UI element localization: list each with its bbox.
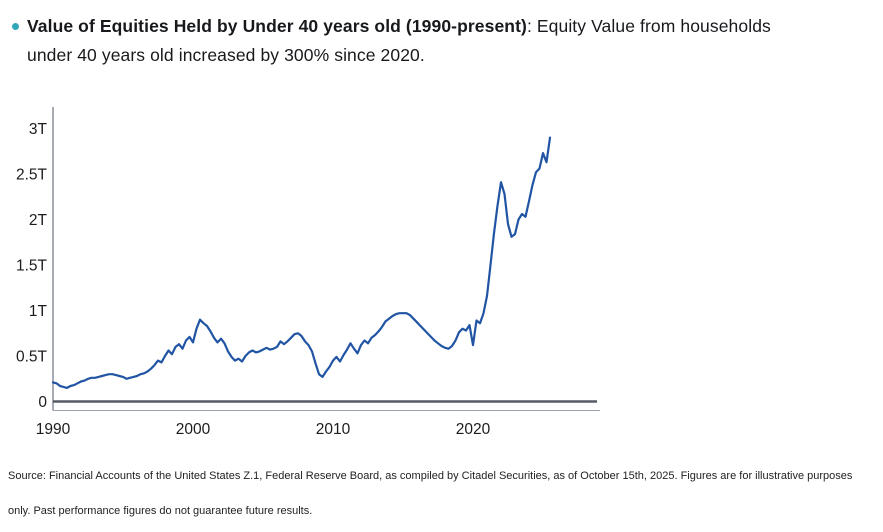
source-note-line-2: only. Past performance figures do not gu… <box>8 505 313 517</box>
page-title-rest: : Equity Value from households under 40 … <box>27 16 771 65</box>
x-tick-label: 1990 <box>36 421 71 438</box>
y-tick-label: 0.5T <box>16 349 48 366</box>
y-tick-label: 1.5T <box>16 258 48 275</box>
x-tick-label: 2010 <box>316 421 351 438</box>
x-tick-label: 2020 <box>456 421 491 438</box>
y-tick-label: 1T <box>29 303 48 320</box>
y-tick-label: 0 <box>38 394 47 411</box>
y-tick-label: 2.5T <box>16 167 48 184</box>
source-note-line-1: Source: Financial Accounts of the United… <box>8 470 853 482</box>
bullet-icon <box>12 23 19 30</box>
y-tick-label: 2T <box>29 212 48 229</box>
page-title-bold: Value of Equities Held by Under 40 years… <box>27 16 527 36</box>
x-tick-label: 2000 <box>176 421 211 438</box>
page-title: Value of Equities Held by Under 40 years… <box>27 12 799 70</box>
chart-title-block: Value of Equities Held by Under 40 years… <box>10 12 799 70</box>
line-series <box>51 136 552 389</box>
y-tick-label: 3T <box>29 121 48 138</box>
